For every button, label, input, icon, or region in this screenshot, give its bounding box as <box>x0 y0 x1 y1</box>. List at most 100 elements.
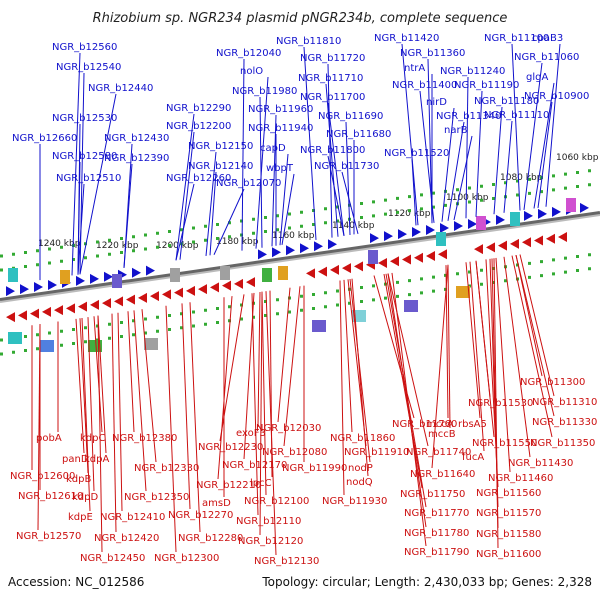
kbp-tick-1220: 1220 kbp <box>96 241 139 251</box>
plus-gene-label: NGR_b11700 <box>300 92 365 103</box>
plus-gene-arrow <box>524 210 533 221</box>
kbp-tick-1180: 1180 kbp <box>216 237 259 247</box>
plus-gene-arrow <box>454 220 463 231</box>
minus-leader-line <box>349 278 371 463</box>
minus-gene-arrow <box>342 263 351 274</box>
plus-leader-line <box>537 101 553 208</box>
minus-gene-label: kdpA <box>84 454 109 465</box>
plus-leader-line <box>175 113 195 261</box>
feature-block <box>40 340 54 352</box>
plus-leader-line <box>465 76 469 219</box>
plus-leader-line <box>77 161 81 275</box>
plus-leader-line <box>493 106 503 215</box>
minus-gene-label: NGR_b12270 <box>168 510 233 521</box>
minus-gene-label: NGR_b12110 <box>236 516 301 527</box>
plus-gene-arrow <box>314 241 323 252</box>
minus-gene-arrow <box>318 266 327 277</box>
feature-block <box>368 250 378 264</box>
minus-leader-line <box>97 315 103 553</box>
minus-leader-line <box>141 309 157 463</box>
minus-leader-line <box>495 257 511 473</box>
minus-leader-line <box>117 312 123 512</box>
minus-leader-line <box>97 315 107 454</box>
plus-gene-arrow <box>398 229 407 240</box>
feature-track-layer <box>0 167 600 356</box>
minus-gene-label: NGR_b12280 <box>178 533 243 544</box>
plus-leader-line <box>303 46 317 240</box>
minus-gene-label: NGR_b11770 <box>404 508 469 519</box>
minus-leader-line <box>133 310 147 492</box>
minus-gene-label: NGR_b12570 <box>16 531 81 542</box>
minus-gene-label: NGR_b11750 <box>400 489 465 500</box>
plus-gene-label: NGR_b11720 <box>300 53 365 64</box>
minus-gene-arrow <box>222 280 231 291</box>
plus-gene-label: NGR_b11060 <box>514 52 579 63</box>
minus-leader-line <box>351 278 369 477</box>
plus-leader-line <box>279 153 289 246</box>
minus-gene-arrow <box>138 292 147 303</box>
plus-leader-line <box>419 90 435 223</box>
plus-leader-line <box>209 171 217 256</box>
minus-gene-label: NGR_b12080 <box>262 447 327 458</box>
plus-leader-line <box>325 83 339 237</box>
feature-block <box>566 198 576 212</box>
plus-gene-label: NGR_b12290 <box>166 103 231 114</box>
minus-gene-arrow <box>186 285 195 296</box>
minus-gene-arrow <box>402 254 411 265</box>
feature-block <box>8 268 18 282</box>
plus-gene-label: NGR_b12510 <box>56 173 121 184</box>
plus-gene-label: NGR_b12070 <box>216 178 281 189</box>
minus-gene-label: NGR_b11990 <box>282 463 347 474</box>
minus-gene-label: NGR_b11930 <box>322 496 387 507</box>
plus-leader-line <box>213 188 245 255</box>
feature-block <box>456 286 470 298</box>
plus-gene-label: NGR_b11520 <box>384 148 449 159</box>
plus-leader-line <box>327 102 345 236</box>
minus-gene-label: kdpC <box>80 433 105 444</box>
minus-leader-line <box>283 286 301 447</box>
minus-gene-arrow <box>126 294 135 305</box>
minus-gene-arrow <box>78 301 87 312</box>
minus-gene-label: panD <box>62 454 89 465</box>
minus-gene-label: NGR_b11530 <box>468 398 533 409</box>
minus-leader-line <box>127 311 135 433</box>
minus-gene-arrow <box>174 287 183 298</box>
plus-gene-label: glgA <box>526 72 548 83</box>
plus-gene-arrow <box>538 208 547 219</box>
plus-leader-line <box>205 151 217 256</box>
plus-gene-label: NGR_b12430 <box>104 133 169 144</box>
minus-gene-label: NGR_b12410 <box>100 512 165 523</box>
minus-gene-arrow <box>90 299 99 310</box>
plus-gene-label: NGR_b11810 <box>276 36 341 47</box>
plus-gene-label: NGR_b12140 <box>188 161 253 172</box>
feature-block <box>220 266 230 280</box>
plus-gene-label: capD <box>260 143 286 154</box>
kbp-tick-1060: 1060 kbp <box>556 153 599 163</box>
plus-gene-label: NGR_b11190 <box>454 80 519 91</box>
plus-gene-arrow <box>412 227 421 238</box>
plus-leader-line <box>511 43 521 211</box>
backbone-arc-shadow <box>0 214 600 303</box>
minus-gene-label: amsD <box>202 498 231 509</box>
plus-gene-arrow <box>426 225 435 236</box>
plus-gene-arrow <box>580 202 589 213</box>
minus-gene-arrow <box>42 306 51 317</box>
minus-gene-arrow <box>18 310 27 321</box>
plus-strand-labels: NGR_b12560 NGR_b12540 NGR_b12440 NGR_b12530… <box>12 33 589 189</box>
minus-gene-label: mccA <box>426 419 454 430</box>
kbp-tick-1240: 1240 kbp <box>38 239 81 249</box>
plus-gene-label: NGR_b12540 <box>56 62 121 73</box>
feature-block <box>144 338 158 350</box>
minus-leader-line <box>257 292 261 428</box>
feature-block <box>404 300 418 312</box>
minus-leader-line <box>465 262 481 419</box>
minus-leader-line <box>447 264 451 429</box>
minus-gene-label: NGR_b11550 <box>472 438 537 449</box>
minus-leader-line <box>519 254 555 397</box>
minus-gene-arrow <box>378 257 387 268</box>
minus-gene-arrow <box>102 298 111 309</box>
plus-gene-label: NGR_b12660 <box>12 133 77 144</box>
plus-leader-line <box>453 135 473 221</box>
